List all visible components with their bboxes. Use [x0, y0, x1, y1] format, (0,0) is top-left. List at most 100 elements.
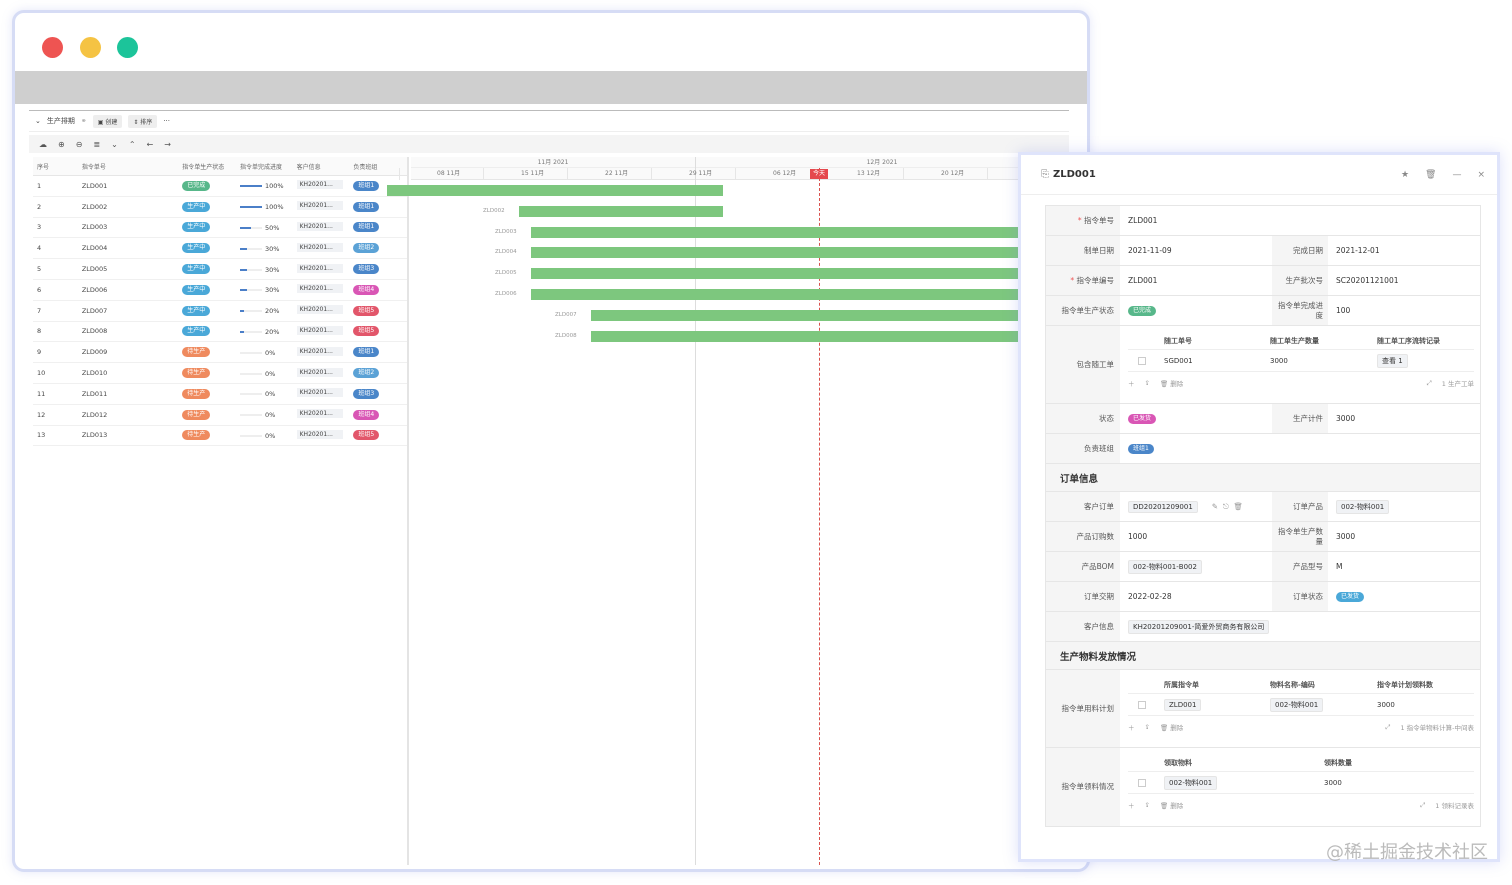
share-icon[interactable]: ⚭ [80, 117, 87, 125]
upload-icon[interactable]: ⇪ [1144, 379, 1150, 387]
progress-value[interactable]: 100 [1336, 306, 1351, 315]
code-value[interactable]: ZLD001 [1128, 276, 1158, 285]
column-header[interactable]: 指令单号 [81, 163, 106, 171]
today-line [819, 168, 820, 865]
row-checkbox[interactable] [1138, 700, 1146, 709]
table-row[interactable]: 4 ZLD004 生产中 30% KH20201... 班组2 [33, 238, 407, 260]
order-no-value[interactable]: ZLD001 [1128, 216, 1158, 225]
view-link[interactable]: 查看 1 [1377, 353, 1408, 368]
gantt-toolbar: ☁ ⊕ ⊖ ≣ ⌄ ⌃ ← → [29, 135, 1069, 153]
zoom-out-icon[interactable]: ⊖ [75, 139, 83, 149]
more-button[interactable]: ··· [163, 117, 170, 125]
bom-value[interactable]: 002-物料001-B002 [1128, 559, 1202, 574]
section-order-info: 订单信息 [1046, 464, 1480, 492]
expand-icon[interactable]: ⤢ [1385, 722, 1391, 731]
order-id: ZLD011 [81, 389, 108, 398]
status-badge: 生产中 [182, 222, 211, 233]
model-value[interactable]: M [1336, 562, 1343, 571]
count-value[interactable]: 3000 [1336, 414, 1356, 423]
task-bar[interactable] [531, 226, 1035, 238]
row-checkbox[interactable] [1138, 778, 1146, 787]
column-header[interactable]: 指令单生产状态 [182, 163, 225, 171]
delete-button[interactable]: 🗑 删除 [1159, 724, 1184, 732]
table-row[interactable]: 10 ZLD010 待生产 0% KH20201... 班组2 [33, 363, 407, 384]
plan-link[interactable]: 1 指令单物料计算-中间表 [1400, 724, 1474, 732]
expand-icon[interactable]: ⤢ [1426, 378, 1432, 387]
task-bar[interactable] [531, 268, 1035, 280]
create-button[interactable]: ▣ 创建 [92, 114, 123, 128]
minimize-icon[interactable]: — [1452, 169, 1462, 180]
close-window-dot[interactable] [42, 37, 63, 58]
row-checkbox[interactable] [1138, 356, 1146, 365]
chevron-down-icon[interactable]: ⌄ [35, 117, 41, 125]
column-header[interactable]: 客户信息 [296, 163, 321, 171]
upload-icon[interactable]: ⇪ [1144, 801, 1150, 809]
chevron-down-icon[interactable]: ⌄ [111, 139, 118, 149]
column-header[interactable]: 序号 [37, 163, 50, 171]
cell[interactable]: ZLD001 [1164, 698, 1202, 711]
add-icon[interactable]: ＋ [1128, 802, 1135, 810]
table-row[interactable]: 11 ZLD011 待生产 0% KH20201... 班组3 [33, 384, 407, 405]
maximize-window-dot[interactable] [117, 37, 138, 58]
task-bar[interactable] [591, 330, 1035, 342]
star-icon[interactable]: ★ [1400, 169, 1410, 180]
cust-order-value[interactable]: DD20201209001 [1128, 500, 1198, 513]
grid-header: 序号 指令单号 指令单生产状态 指令单完成进度 客户信息 负责班组 [33, 157, 407, 176]
table-row[interactable]: 2 ZLD002 生产中 100% KH20201... 班组1 [33, 197, 407, 218]
delete-button[interactable]: 🗑 删除 [1159, 380, 1184, 388]
task-bar[interactable] [387, 185, 723, 196]
ostate-badge[interactable]: 已发货 [1336, 591, 1365, 602]
table-row[interactable]: 12 ZLD012 待生产 0% KH20201... 班组4 [33, 405, 407, 426]
sort-button[interactable]: ⇕ 排序 [128, 114, 158, 128]
sub-orders-label: 包含随工单 [1046, 326, 1120, 403]
progress-indicator: 30% [239, 266, 279, 274]
pick-link[interactable]: 1 领料记录表 [1435, 802, 1474, 810]
column-header[interactable]: 负责班组 [353, 163, 378, 171]
add-icon[interactable]: ＋ [1128, 724, 1135, 732]
table-row[interactable]: 13 ZLD013 待生产 0% KH20201... 班组5 [33, 426, 407, 447]
zoom-in-icon[interactable]: ⊕ [58, 139, 65, 149]
cell[interactable]: 002-物料001 [1270, 697, 1324, 712]
done-value[interactable]: 2021-12-01 [1336, 246, 1380, 255]
state-badge[interactable]: 已发货 [1128, 413, 1157, 424]
batch-value[interactable]: SC20201121001 [1336, 276, 1399, 285]
task-bar[interactable] [519, 205, 723, 217]
table-row[interactable]: 5 ZLD005 生产中 30% KH20201... 班组3 [33, 259, 407, 280]
table-row[interactable]: 1 ZLD001 已完成 100% KH20201... 班组1 [33, 176, 407, 197]
pqty-value[interactable]: 3000 [1336, 532, 1356, 541]
table-row[interactable]: 7 ZLD007 生产中 20% KH20201... 班组5 [33, 301, 407, 322]
table-row[interactable]: 6 ZLD006 生产中 30% KH20201... 班组4 [33, 280, 407, 301]
row-number: 3 [37, 223, 42, 232]
date-value[interactable]: 2021-11-09 [1128, 246, 1172, 255]
trash-icon[interactable]: 🗑 [1425, 169, 1437, 180]
cell[interactable]: 002-物料001 [1164, 775, 1218, 790]
close-icon[interactable]: × [1477, 169, 1485, 180]
row-number: 6 [37, 285, 42, 294]
team-badge[interactable]: 班组1 [1128, 443, 1154, 454]
link-icon[interactable]: ✎ ⎋ 🗑 [1211, 501, 1244, 511]
minimize-window-dot[interactable] [80, 37, 101, 58]
pstatus-badge[interactable]: 已完成 [1128, 305, 1157, 316]
cloud-icon[interactable]: ☁ [39, 139, 47, 149]
delete-button[interactable]: 🗑 删除 [1159, 802, 1184, 810]
list-icon[interactable]: ≣ [93, 139, 101, 149]
arrow-right-icon[interactable]: → [164, 139, 171, 149]
upload-icon[interactable]: ⇪ [1144, 723, 1150, 731]
qty-value[interactable]: 1000 [1128, 532, 1148, 541]
task-bar[interactable] [531, 247, 1035, 259]
task-bar[interactable] [591, 309, 1035, 321]
arrow-left-icon[interactable]: ← [146, 139, 154, 149]
delivery-value[interactable]: 2022-02-28 [1128, 592, 1172, 601]
column-header[interactable]: 指令单完成进度 [239, 163, 282, 171]
expand-icon[interactable]: ⤢ [1420, 800, 1426, 809]
task-bar[interactable] [531, 289, 1035, 300]
sub-link[interactable]: 1 生产工单 [1441, 380, 1474, 388]
add-icon[interactable]: ＋ [1128, 380, 1135, 388]
table-row[interactable]: 8 ZLD008 生产中 20% KH20201... 班组5 [33, 322, 407, 343]
progress-text: 20% [264, 327, 280, 336]
custinfo-value[interactable]: KH20201209001-简爱外贸商务有限公司 [1128, 619, 1270, 634]
table-row[interactable]: 3 ZLD003 生产中 50% KH20201... 班组1 [33, 218, 407, 239]
prod-value[interactable]: 002-物料001 [1336, 499, 1390, 514]
table-row[interactable]: 9 ZLD009 待生产 0% KH20201... 班组1 [33, 342, 407, 364]
chevron-up-icon[interactable]: ⌃ [128, 139, 136, 149]
